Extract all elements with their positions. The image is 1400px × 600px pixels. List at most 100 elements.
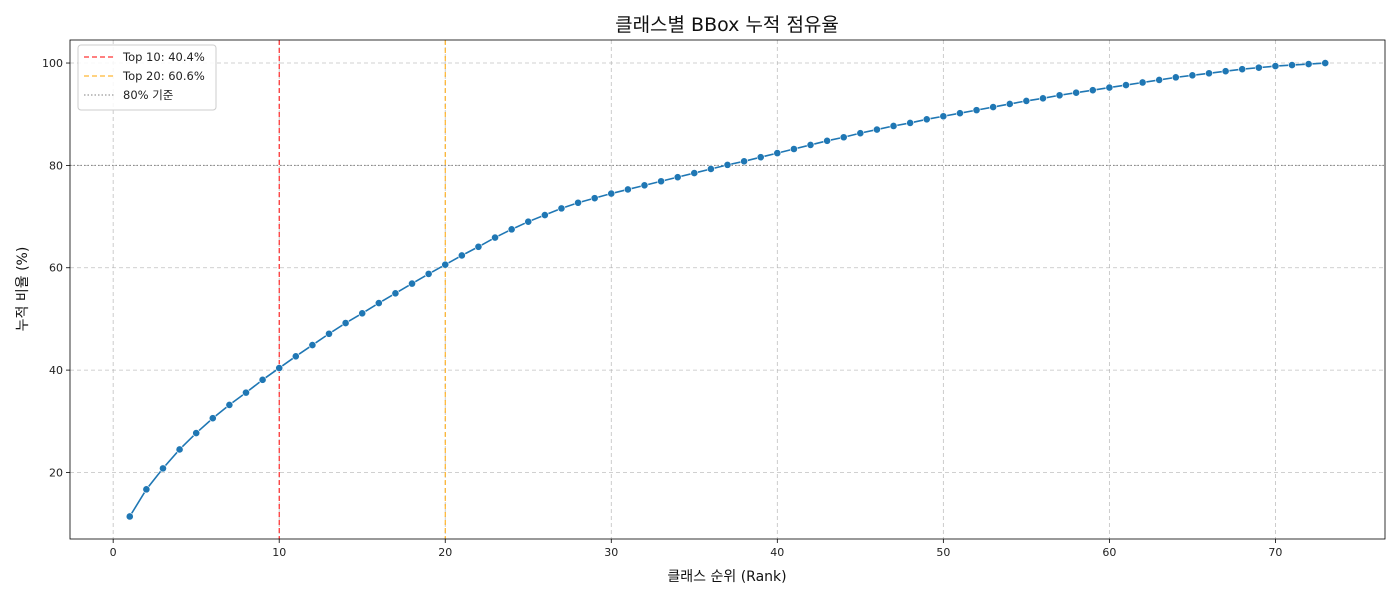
data-point	[740, 157, 748, 166]
data-point	[1288, 61, 1296, 69]
data-point	[889, 122, 898, 130]
data-point	[690, 169, 699, 177]
x-tick-label: 30	[604, 546, 618, 559]
y-axis-label: 누적 비율 (%)	[15, 247, 31, 332]
data-point	[790, 145, 798, 153]
data-point	[1138, 78, 1147, 87]
data-point	[1188, 71, 1197, 80]
data-point	[1155, 76, 1164, 84]
data-point	[159, 464, 167, 473]
data-point	[1254, 63, 1263, 72]
data-point	[391, 289, 400, 298]
data-point	[358, 309, 367, 318]
data-point	[1005, 100, 1014, 108]
legend-box	[77, 44, 217, 111]
y-tick-label: 20	[49, 466, 63, 479]
data-point	[1271, 62, 1280, 70]
legend-label-1: Top 10: 40.4%	[122, 50, 205, 64]
data-point	[873, 125, 881, 134]
data-point	[1238, 65, 1247, 74]
x-axis-ticks: 0 10 20 30 40 50 60 70	[110, 539, 1282, 559]
data-point	[823, 136, 832, 145]
data-point	[242, 388, 250, 397]
data-point	[590, 194, 599, 203]
legend-label-3: 80% 기준	[123, 88, 173, 102]
x-tick-label: 10	[272, 546, 286, 559]
data-point	[1122, 81, 1130, 89]
data-point	[341, 319, 350, 327]
data-point	[258, 375, 267, 384]
plot-frame	[69, 39, 1386, 540]
data-point	[1055, 91, 1064, 100]
x-tick-label: 40	[770, 546, 784, 559]
y-tick-label: 40	[49, 364, 63, 377]
data-point	[491, 233, 499, 242]
data-point	[557, 204, 566, 213]
data-point	[989, 103, 998, 111]
y-tick-label: 80	[49, 159, 63, 172]
data-point	[507, 225, 516, 234]
data-point	[723, 160, 732, 169]
data-point	[125, 512, 134, 521]
legend: Top 10: 40.4% Top 20: 60.6% 80% 기준	[77, 44, 217, 111]
data-point	[208, 414, 217, 423]
data-point	[773, 149, 782, 158]
x-axis-label: 클래스 순위 (Rank)	[667, 569, 786, 585]
data-point	[291, 352, 300, 361]
grid	[70, 40, 1385, 539]
data-point	[956, 109, 964, 118]
x-tick-label: 70	[1268, 546, 1282, 559]
data-point	[839, 133, 848, 142]
data-point	[607, 189, 616, 198]
data-point	[1304, 60, 1313, 68]
data-point	[374, 299, 383, 307]
legend-label-2: Top 20: 60.6%	[122, 69, 205, 83]
data-point	[441, 260, 450, 269]
y-tick-label: 60	[49, 262, 63, 275]
data-point	[1039, 94, 1047, 103]
data-point	[1105, 83, 1114, 92]
data-point	[707, 165, 715, 173]
data-point	[457, 251, 466, 260]
data-point	[142, 485, 151, 494]
data-point	[574, 198, 582, 207]
data-point	[673, 173, 682, 182]
data-point	[856, 129, 865, 138]
data-point	[1022, 97, 1031, 105]
x-tick-label: 0	[110, 546, 117, 559]
data-point	[657, 177, 665, 186]
data-point	[225, 401, 234, 409]
data-point	[972, 106, 981, 115]
series-group	[125, 59, 1330, 521]
data-point	[1205, 69, 1213, 78]
data-point	[623, 185, 632, 194]
data-point	[906, 119, 915, 127]
data-point	[1171, 73, 1180, 82]
data-point	[474, 242, 483, 251]
y-axis-ticks: 20 40 60 80 100	[42, 57, 70, 479]
x-tick-label: 50	[936, 546, 950, 559]
data-point	[1221, 67, 1230, 76]
data-point	[408, 279, 416, 288]
data-point	[939, 112, 948, 121]
data-point	[806, 141, 815, 149]
reference-lines	[70, 40, 1385, 539]
x-tick-label: 20	[438, 546, 452, 559]
data-point	[424, 269, 433, 278]
data-point	[192, 429, 201, 437]
data-point	[325, 329, 333, 338]
data-point	[1321, 59, 1330, 67]
data-point	[308, 341, 317, 349]
data-point	[540, 211, 549, 219]
chart-title: 클래스별 BBox 누적 점유율	[615, 14, 839, 36]
series-line	[129, 62, 1326, 517]
y-tick-label: 100	[42, 57, 63, 70]
data-point	[275, 364, 284, 372]
data-point	[640, 181, 649, 190]
data-point	[922, 115, 931, 124]
data-point	[756, 153, 765, 162]
data-point	[524, 217, 533, 226]
data-point	[1088, 86, 1097, 95]
x-tick-label: 60	[1102, 546, 1116, 559]
